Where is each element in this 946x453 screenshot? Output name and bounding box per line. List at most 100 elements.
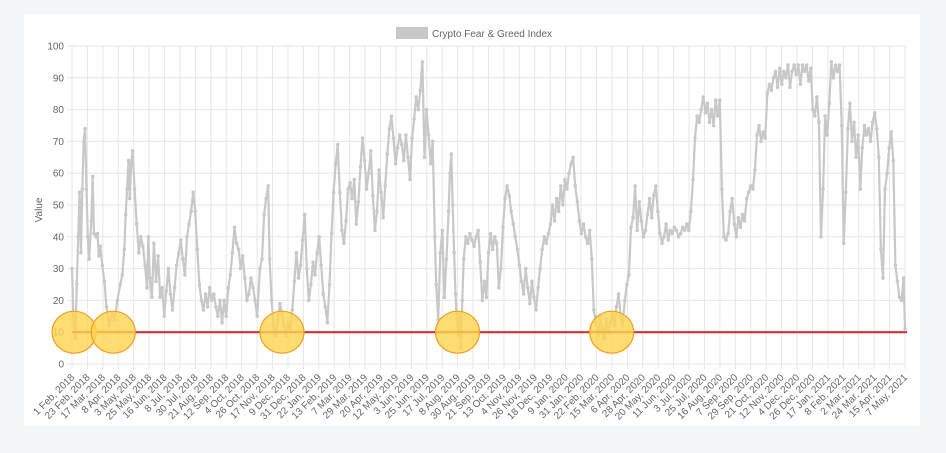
data-point [102, 279, 107, 284]
data-point [685, 222, 689, 226]
data-point [234, 241, 239, 245]
data-point [746, 190, 751, 195]
data-point [319, 263, 324, 268]
data-point [325, 320, 330, 325]
data-point [424, 107, 429, 112]
data-point [649, 215, 654, 220]
data-point [381, 215, 386, 220]
data-point [79, 250, 83, 255]
data-point [664, 222, 668, 226]
data-point [806, 79, 811, 83]
grid [67, 45, 906, 369]
data-point [699, 107, 703, 112]
data-point [552, 219, 557, 223]
data-point [201, 308, 206, 312]
data-point [854, 155, 858, 160]
data-point [720, 187, 724, 191]
data-point [115, 298, 120, 303]
data-point [400, 142, 404, 147]
data-point [577, 219, 582, 223]
data-point [484, 295, 489, 300]
data-point [408, 177, 412, 182]
data-point [464, 235, 468, 239]
data-point [881, 276, 885, 280]
data-point [228, 273, 233, 277]
data-point [70, 266, 74, 271]
data-point [811, 107, 815, 112]
data-point [875, 126, 879, 131]
data-point [442, 295, 447, 300]
data-point [358, 165, 363, 169]
data-point [236, 247, 241, 252]
y-tick-label: 20 [53, 296, 65, 307]
data-point [528, 301, 532, 306]
data-point [687, 228, 691, 233]
data-point [373, 228, 377, 233]
data-point [290, 308, 295, 312]
data-point [872, 111, 877, 115]
data-point [366, 171, 371, 175]
data-point [426, 133, 431, 137]
data-point [490, 247, 495, 252]
data-point [189, 209, 193, 214]
data-point [89, 219, 94, 223]
data-point [495, 241, 499, 245]
data-point [645, 212, 650, 217]
data-point [309, 282, 313, 287]
data-point [858, 187, 863, 191]
data-point [255, 314, 259, 319]
data-point [97, 254, 101, 258]
data-point [885, 171, 889, 175]
legend[interactable]: Crypto Fear & Greed Index [396, 27, 552, 40]
data-point [86, 235, 90, 239]
data-point [697, 120, 701, 125]
data-point [773, 69, 778, 74]
data-point [420, 60, 425, 64]
data-point [662, 235, 666, 239]
data-point [448, 171, 452, 175]
data-point [573, 184, 577, 188]
data-point [556, 209, 561, 214]
data-point [393, 161, 398, 166]
data-point [249, 276, 253, 280]
data-point [251, 285, 255, 290]
data-point [713, 98, 718, 102]
data-point [627, 273, 631, 277]
data-point [701, 95, 706, 99]
data-point [800, 63, 805, 67]
data-point [744, 196, 749, 201]
data-point [817, 120, 821, 125]
data-point [76, 235, 80, 239]
data-point [866, 126, 871, 131]
data-point [145, 285, 149, 290]
data-point [870, 120, 875, 125]
data-point [643, 228, 648, 233]
data-point [501, 225, 505, 230]
data-point [517, 263, 522, 268]
data-point [158, 295, 162, 300]
data-point [852, 120, 856, 125]
y-tick-label: 60 [53, 169, 65, 180]
data-point [402, 158, 406, 163]
data-point [798, 82, 803, 86]
data-point [422, 155, 427, 160]
data-point [470, 238, 474, 242]
data-point [307, 298, 311, 303]
data-point [338, 190, 342, 195]
data-point [835, 69, 840, 74]
data-point [844, 190, 848, 195]
data-point [883, 187, 887, 191]
data-point [230, 250, 235, 255]
data-point [755, 133, 759, 137]
data-point [790, 69, 794, 74]
data-point [759, 139, 763, 144]
data-point [377, 168, 381, 172]
data-point [680, 225, 685, 230]
data-point [734, 235, 739, 239]
data-point [507, 193, 512, 198]
data-point [226, 285, 231, 290]
data-point [730, 196, 734, 201]
data-point [87, 257, 91, 261]
data-point [709, 107, 714, 112]
data-point [691, 177, 695, 182]
